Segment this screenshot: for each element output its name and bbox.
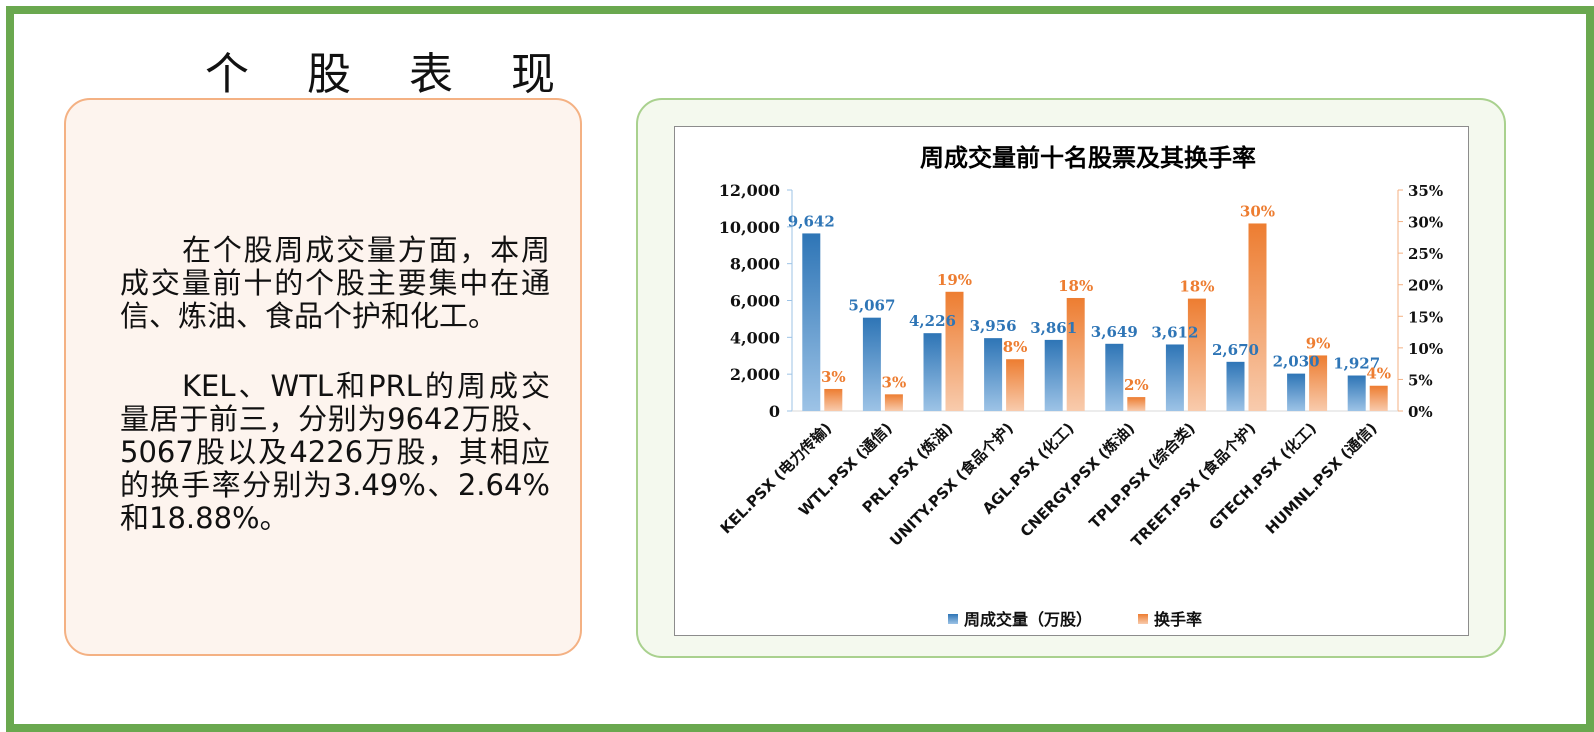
chart-title: 周成交量前十名股票及其换手率 <box>920 143 1256 172</box>
data-label-turnover: 9% <box>1306 334 1331 352</box>
data-label-turnover: 8% <box>1003 338 1028 356</box>
bar-volume <box>1347 375 1366 411</box>
bar-turnover <box>1006 359 1025 411</box>
bar-volume <box>1226 361 1245 411</box>
bar-volume <box>1044 339 1063 411</box>
legend-swatch-volume <box>948 614 958 624</box>
bar-volume <box>984 338 1003 411</box>
data-label-volume: 3,956 <box>970 317 1017 335</box>
x-tick-label: CNERGY.PSX (炼油) <box>1017 419 1138 540</box>
bar-turnover <box>1127 397 1146 411</box>
paragraph-top-three: KEL、WTL和PRL的周成交量居于前三，分别为9642万股、5067股以及42… <box>120 369 550 535</box>
y-left-tick-label: 2,000 <box>730 365 780 384</box>
legend-label-turnover: 换手率 <box>1154 610 1202 629</box>
bar-turnover <box>884 394 903 411</box>
data-label-turnover: 4% <box>1366 365 1391 383</box>
x-tick-label: HUMNL.PSX (通信) <box>1262 419 1381 538</box>
bar-turnover <box>945 291 964 411</box>
bar-volume <box>1105 343 1124 411</box>
data-label-volume: 3,612 <box>1151 323 1198 341</box>
y-left-tick-label: 8,000 <box>730 255 780 274</box>
bar-volume <box>1287 373 1306 411</box>
y-right-tick-label: 30% <box>1408 214 1443 232</box>
y-right-tick-label: 20% <box>1408 277 1443 295</box>
data-label-volume: 5,067 <box>848 297 895 315</box>
data-label-volume: 4,226 <box>909 312 956 330</box>
legend-label-volume: 周成交量（万股） <box>964 610 1092 629</box>
data-label-volume: 3,649 <box>1091 323 1138 341</box>
data-label-turnover: 3% <box>882 373 907 391</box>
bar-turnover <box>1187 298 1206 411</box>
x-tick-label: KEL.PSX (电力传输) <box>717 419 835 537</box>
y-right-tick-label: 25% <box>1408 245 1443 263</box>
bar-turnover <box>1066 297 1085 411</box>
legend-swatch-turnover <box>1138 614 1148 624</box>
bar-turnover <box>824 388 843 411</box>
data-label-volume: 1,927 <box>1333 355 1380 373</box>
bar-volume <box>1165 344 1184 411</box>
y-right-tick-label: 35% <box>1408 182 1443 200</box>
data-label-turnover: 18% <box>1179 278 1214 296</box>
data-label-turnover: 19% <box>937 271 972 289</box>
y-right-tick-label: 15% <box>1408 308 1443 326</box>
y-left-tick-label: 12,000 <box>719 181 780 200</box>
y-right-tick-label: 5% <box>1408 371 1433 389</box>
bar-turnover <box>1309 355 1328 411</box>
bar-turnover <box>1369 385 1388 411</box>
data-label-turnover: 2% <box>1124 376 1149 394</box>
bar-turnover <box>1248 223 1267 411</box>
data-label-volume: 2,670 <box>1212 341 1259 359</box>
y-left-tick-label: 0 <box>769 402 780 421</box>
data-label-volume: 2,030 <box>1273 353 1320 371</box>
x-tick-label: GTECH.PSX (化工) <box>1205 419 1320 534</box>
x-tick-label: UNITY.PSX (食品个护) <box>886 419 1017 550</box>
y-left-tick-label: 4,000 <box>730 328 780 347</box>
data-label-volume: 9,642 <box>788 212 835 230</box>
data-label-volume: 3,861 <box>1030 319 1077 337</box>
data-label-turnover: 3% <box>821 368 846 386</box>
bar-volume <box>802 233 821 411</box>
data-label-turnover: 18% <box>1058 277 1093 295</box>
bar-volume <box>862 317 881 411</box>
bar-volume <box>923 333 942 411</box>
y-right-tick-label: 0% <box>1408 403 1433 421</box>
x-tick-label: TPLP.PSX (综合类) <box>1086 419 1199 532</box>
y-left-tick-label: 6,000 <box>730 292 780 311</box>
y-right-tick-label: 10% <box>1408 340 1443 358</box>
y-left-tick-label: 10,000 <box>719 218 780 237</box>
page-title: 个 股 表 现 <box>205 49 577 100</box>
x-tick-label: TREET.PSX (食品个护) <box>1128 419 1260 551</box>
paragraph-volume-sectors: 在个股周成交量方面，本周成交量前十的个股主要集中在通信、炼油、食品个护和化工。 <box>120 233 550 333</box>
data-label-turnover: 30% <box>1240 202 1275 220</box>
text-panel: 在个股周成交量方面，本周成交量前十的个股主要集中在通信、炼油、食品个护和化工。 … <box>64 98 582 656</box>
